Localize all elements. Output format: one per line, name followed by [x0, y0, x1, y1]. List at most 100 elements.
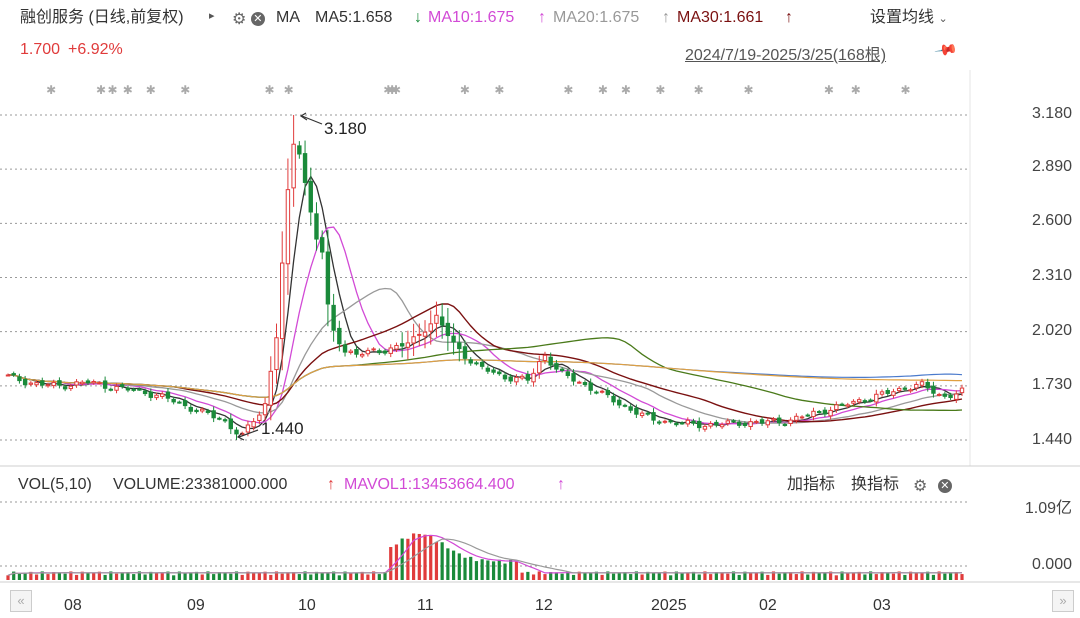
- volume-bar-120: [691, 571, 696, 580]
- candle-body-29: [171, 398, 176, 403]
- candle-body-5: [34, 382, 39, 386]
- candle-body-105: [605, 390, 611, 396]
- candle-body-81: [468, 359, 473, 364]
- expand-arrow-icon[interactable]: ▸: [209, 10, 215, 22]
- candle-body-150: [862, 400, 868, 403]
- candle-body-2: [17, 376, 22, 382]
- ma30-value: MA30:1.661: [677, 9, 764, 26]
- scroll-left-button[interactable]: «: [10, 590, 32, 612]
- candle-body-79: [457, 342, 462, 350]
- candle-body-62: [359, 353, 365, 357]
- ma5-value: MA5:1.658: [315, 9, 393, 26]
- candle-body-100: [577, 381, 582, 384]
- stock-title[interactable]: 融创服务 (日线,前复权): [20, 9, 184, 26]
- candlesticks[interactable]: [5, 115, 965, 440]
- volume-bar-144: [829, 571, 833, 580]
- candle-body-125: [719, 424, 725, 428]
- candle-body-78: [451, 335, 456, 343]
- candle-body-164: [942, 393, 948, 397]
- switch-indicator-button[interactable]: 换指标: [851, 476, 900, 493]
- event-markers[interactable]: ✱ ✱ ✱ ✱ ✱ ✱ ✱ ✱ ✱✱✱ ✱ ✱ ✱ ✱ ✱ ✱ ✱ ✱ ✱ ✱ ✱: [46, 83, 910, 97]
- x-tick-3: 11: [417, 597, 434, 614]
- candle-body-6: [40, 380, 45, 386]
- volume-bar-158: [908, 571, 913, 580]
- candle-body-93: [537, 361, 542, 374]
- volume-bar-22: [132, 574, 136, 580]
- ma20-value: MA20:1.675: [553, 9, 640, 26]
- volume-bar-165: [948, 572, 953, 580]
- volume-bar-108: [623, 572, 627, 580]
- event-marker-19: ✱: [824, 83, 834, 97]
- candle-body-82: [474, 362, 479, 365]
- event-marker-18: ✱: [743, 83, 753, 97]
- x-tick-6: 02: [759, 597, 777, 614]
- volume-bar-154: [886, 572, 890, 580]
- candle-body-22: [131, 388, 136, 391]
- volume-bar-49: [286, 572, 290, 580]
- indicator-settings-gear-icon[interactable]: ⚙: [913, 478, 928, 495]
- volume-bar-60: [349, 573, 353, 580]
- volume-bar-104: [600, 574, 604, 580]
- y-tick-4: 2.020: [1031, 322, 1072, 339]
- candle-body-114: [657, 421, 662, 424]
- volume-bar-136: [783, 572, 787, 580]
- volume-bar-12: [74, 574, 79, 580]
- volume-bar-134: [771, 571, 776, 580]
- volume-bar-66: [383, 572, 387, 580]
- candle-body-71: [411, 336, 416, 344]
- candle-body-122: [702, 425, 708, 430]
- volume-bar-81: [469, 556, 473, 580]
- volume-bar-51: [297, 574, 301, 580]
- volume-bar-82: [474, 561, 479, 580]
- candle-body-117: [674, 422, 679, 426]
- volume-bar-10: [63, 573, 67, 580]
- volume-bar-23: [137, 571, 141, 580]
- volume-bar-25: [149, 571, 153, 580]
- price-change: +6.92%: [68, 41, 123, 58]
- x-tick-2: 10: [298, 597, 316, 614]
- volume-bars[interactable]: [6, 533, 964, 580]
- volume-bar-15: [92, 572, 96, 580]
- volume-bar-37: [217, 572, 221, 580]
- candle-body-136: [782, 424, 788, 427]
- volume-bar-13: [80, 571, 84, 580]
- ma10-value: MA10:1.675: [428, 9, 515, 26]
- volume-bar-117: [674, 571, 678, 580]
- volume-arrow: ↑: [327, 476, 335, 493]
- vol-indicator-label: VOL(5,10): [18, 476, 92, 493]
- volume-bar-106: [611, 573, 616, 580]
- indicator-close-icon[interactable]: ✕: [937, 479, 952, 493]
- date-range[interactable]: 2024/7/19-2025/3/25(168根): [685, 47, 887, 64]
- volume-bar-19: [114, 573, 119, 580]
- candle-body-124: [714, 421, 719, 426]
- ma250-line: [8, 359, 962, 398]
- indicator-controls: ⚙ ✕: [913, 476, 952, 496]
- volume-bar-122: [703, 571, 707, 580]
- add-indicator-button[interactable]: 加指标: [787, 476, 836, 493]
- ma-close-icon[interactable]: ✕: [250, 12, 265, 26]
- volume-ma-lines: [7, 534, 963, 576]
- candle-body-26: [154, 394, 159, 399]
- candle-body-68: [394, 344, 399, 350]
- ma-settings-gear-icon[interactable]: ⚙: [232, 11, 247, 28]
- candle-body-99: [571, 373, 576, 382]
- candle-body-140: [805, 414, 810, 417]
- volume-bar-16: [97, 571, 102, 580]
- settings-ma-label: 设置均线: [870, 9, 935, 26]
- volume-bar-80: [463, 557, 467, 580]
- volume-bar-103: [594, 571, 598, 580]
- low-annotation: 1.440: [236, 419, 304, 441]
- candle-body-97: [559, 368, 565, 372]
- settings-ma-button[interactable]: 设置均线 ⌄: [870, 8, 948, 29]
- volume-bar-83: [480, 559, 484, 580]
- volume-bar-110: [634, 571, 638, 580]
- volume-bar-53: [309, 574, 313, 580]
- candle-body-153: [879, 391, 885, 395]
- scroll-right-button[interactable]: »: [1052, 590, 1074, 612]
- volume-bar-93: [537, 571, 541, 580]
- candle-body-138: [794, 415, 799, 421]
- volume-bar-114: [657, 573, 661, 580]
- candle-body-165: [948, 394, 953, 399]
- candle-body-25: [148, 391, 154, 398]
